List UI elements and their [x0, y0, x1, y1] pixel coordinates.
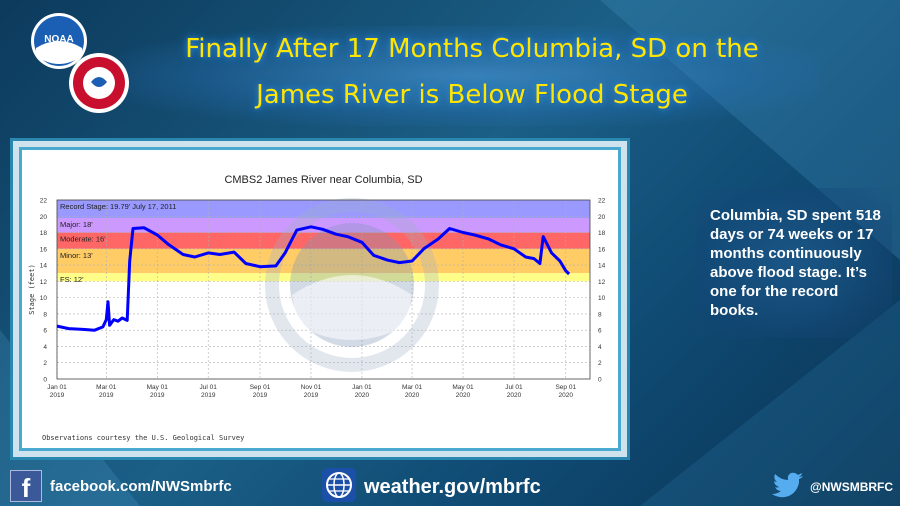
x-tick-label: May 01 — [452, 384, 474, 391]
flood-band — [57, 200, 590, 218]
website-link[interactable]: weather.gov/mbrfc — [364, 476, 541, 498]
side-note: Columbia, SD spent 518 days or 74 weeks … — [710, 207, 881, 319]
y-tick-label-left: 16 — [40, 246, 48, 253]
x-tick-label: Jan 01 — [47, 384, 67, 391]
x-tick-label: Jul 01 — [505, 384, 523, 391]
x-tick-year: 2019 — [304, 392, 319, 399]
x-tick-label: Nov 01 — [301, 384, 322, 391]
x-tick-year: 2019 — [201, 392, 216, 399]
x-tick-year: 2020 — [559, 392, 574, 399]
x-tick-label: Sep 01 — [250, 384, 271, 391]
y-tick-label-left: 14 — [40, 263, 48, 270]
plot-border — [56, 199, 591, 380]
y-tick-label-left: 8 — [43, 311, 47, 318]
y-tick-label-left: 10 — [40, 295, 48, 302]
x-tick-year: 2020 — [507, 392, 522, 399]
chart-title: CMBS2 James River near Columbia, SD — [224, 174, 422, 186]
x-tick-label: Jul 01 — [200, 384, 218, 391]
twitter-handle[interactable]: @NWSMBRFC — [810, 480, 894, 494]
y-tick-label-right: 2 — [598, 360, 602, 367]
flood-band — [57, 248, 590, 274]
x-tick-year: 2020 — [355, 392, 370, 399]
watermark-ring — [265, 198, 439, 372]
y-tick-label-right: 20 — [598, 214, 606, 221]
flood-band — [57, 273, 590, 282]
y-tick-label-left: 0 — [43, 377, 47, 384]
y-tick-label-right: 16 — [598, 246, 606, 253]
nws-logo-icon — [69, 53, 129, 113]
y-tick-label-left: 12 — [40, 279, 48, 286]
noaa-logo-icon: NOAA — [31, 13, 87, 69]
y-tick-label-right: 0 — [598, 377, 602, 384]
page-title-line-2: James River is Below Flood Stage — [256, 80, 688, 110]
y-tick-label-right: 14 — [598, 263, 606, 270]
title-glow — [120, 26, 820, 126]
x-tick-year: 2020 — [456, 392, 471, 399]
y-tick-label-right: 4 — [598, 344, 602, 351]
x-tick-year: 2019 — [50, 392, 65, 399]
stage-series-line — [56, 225, 571, 332]
x-tick-year: 2019 — [150, 392, 165, 399]
flood-band — [57, 217, 590, 233]
band-label: Moderate: 16' — [60, 235, 106, 244]
y-tick-label-left: 18 — [40, 230, 48, 237]
y-tick-label-left: 4 — [43, 344, 47, 351]
y-tick-label-right: 8 — [598, 311, 602, 318]
x-tick-label: Jan 01 — [352, 384, 372, 391]
stage-hydrograph-chart: CMBS2 James River near Columbia, SD Recor… — [28, 174, 606, 442]
y-tick-label-left: 6 — [43, 328, 47, 335]
y-tick-label-left: 2 — [43, 360, 47, 367]
facebook-icon[interactable]: f — [10, 470, 42, 503]
globe-icon[interactable] — [322, 468, 356, 502]
band-label: Record Stage: 19.79' July 17, 2011 — [60, 202, 176, 211]
y-tick-label-right: 6 — [598, 328, 602, 335]
y-tick-label-right: 10 — [598, 295, 606, 302]
y-axis-label: Stage (feet) — [28, 264, 36, 315]
watermark-gull — [292, 275, 412, 340]
flood-band — [57, 232, 590, 249]
facebook-link[interactable]: facebook.com/NWSmbrfc — [50, 478, 232, 495]
y-tick-label-left: 22 — [40, 198, 48, 205]
band-label: FS: 12' — [60, 275, 84, 284]
y-tick-label-right: 18 — [598, 230, 606, 237]
y-tick-label-right: 22 — [598, 198, 606, 205]
band-label: Major: 18' — [60, 220, 93, 229]
x-tick-label: Mar 01 — [402, 384, 423, 391]
page-title-line-1: Finally After 17 Months Columbia, SD on … — [185, 34, 759, 64]
x-tick-label: Mar 01 — [96, 384, 117, 391]
svg-text:f: f — [22, 473, 31, 501]
y-tick-label-right: 12 — [598, 279, 606, 286]
twitter-bird-icon[interactable] — [772, 472, 804, 500]
side-note-glow — [696, 188, 892, 338]
svg-text:NOAA: NOAA — [44, 34, 73, 45]
x-tick-year: 2019 — [99, 392, 114, 399]
x-tick-label: May 01 — [147, 384, 169, 391]
chart-footnote: Observations courtesy the U.S. Geologica… — [42, 434, 244, 442]
band-label: Minor: 13' — [60, 251, 93, 260]
x-tick-year: 2019 — [253, 392, 268, 399]
x-tick-label: Sep 01 — [555, 384, 576, 391]
x-tick-year: 2020 — [405, 392, 420, 399]
chart-frame: CMBS2 James River near Columbia, SD Recor… — [10, 138, 630, 460]
y-tick-label-left: 20 — [40, 214, 48, 221]
